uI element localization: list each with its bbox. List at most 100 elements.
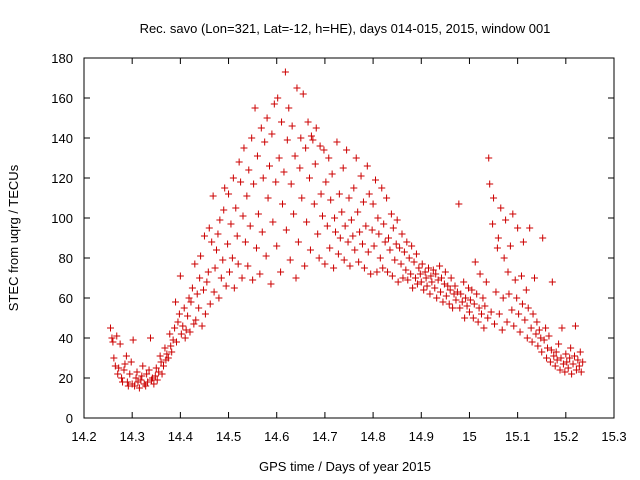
data-point [533,318,541,326]
data-point [557,354,565,362]
data-point [552,348,560,356]
data-point [412,250,420,258]
data-point [416,270,424,278]
plot-frame [83,57,615,419]
data-point [465,308,473,316]
data-point [522,286,530,294]
data-point [394,278,402,286]
x-tick-label: 15.3 [601,429,626,444]
data-point [420,286,428,294]
x-tick-label: 14.6 [264,429,289,444]
data-point [166,330,174,338]
data-point [447,274,455,282]
data-point [118,374,126,382]
data-point [123,378,131,386]
data-point [143,370,151,378]
data-point [551,362,559,370]
data-point [322,178,330,186]
data-point [562,350,570,358]
data-point [391,256,399,264]
data-point [176,272,184,280]
x-tick-label: 14.5 [216,429,241,444]
data-point [229,174,237,182]
data-point [193,290,201,298]
x-tick-label: 14.3 [120,429,145,444]
data-point [316,142,324,150]
x-tick-label: 14.2 [71,429,96,444]
data-point [375,230,383,238]
data-point [251,104,259,112]
data-point [315,254,323,262]
data-point [404,276,412,284]
data-point [571,322,579,330]
data-point [261,138,269,146]
data-point [548,278,556,286]
data-point [286,256,294,264]
data-point [364,248,372,256]
data-point [323,222,331,230]
y-tick-label: 160 [51,91,73,106]
y-tick-label: 180 [51,51,73,66]
data-point [241,238,249,246]
data-point [139,362,147,370]
x-tick-label: 15 [462,429,476,444]
data-point [540,336,548,344]
data-point [181,334,189,342]
data-point [142,382,150,390]
data-point [345,194,353,202]
data-point [418,260,426,268]
data-point [535,326,543,334]
data-point [451,282,459,290]
data-point [563,358,571,366]
data-point [333,138,341,146]
data-point [471,258,479,266]
data-point [221,184,229,192]
data-point [164,354,172,362]
data-point [462,294,470,302]
data-point [417,278,425,286]
data-point [338,208,346,216]
data-point [514,224,522,232]
data-point [544,344,552,352]
data-point [196,274,204,282]
data-point [574,356,582,364]
data-point [150,380,158,388]
data-point [446,286,454,294]
data-point [216,216,224,224]
data-point [234,260,242,268]
data-point [197,252,205,260]
data-point [184,312,192,320]
data-point [499,294,507,302]
data-point [396,244,404,252]
data-point [137,376,145,384]
data-point [402,266,410,274]
data-point [531,274,538,282]
data-point [174,318,182,326]
data-point [397,260,405,268]
data-point [455,200,463,208]
data-point [495,310,503,318]
y-tick-label: 80 [59,251,73,266]
data-point [253,152,261,160]
data-point [529,310,537,318]
y-tick-label: 20 [59,371,73,386]
data-point [187,298,195,306]
data-point [252,244,260,252]
data-point [481,302,489,310]
data-point [268,130,276,138]
data-point [506,242,514,250]
data-point [362,222,370,230]
y-tick-label: 0 [66,411,73,426]
data-point [129,336,137,344]
data-point [569,360,577,368]
x-axis-label: GPS time / Days of year 2015 [259,459,431,474]
data-point [312,124,320,132]
data-point [575,362,583,370]
data-point [360,264,368,272]
data-point [490,194,498,202]
data-point [121,360,129,368]
data-point [209,192,217,200]
data-point [146,334,154,342]
data-point [233,232,241,240]
data-point [570,352,578,360]
